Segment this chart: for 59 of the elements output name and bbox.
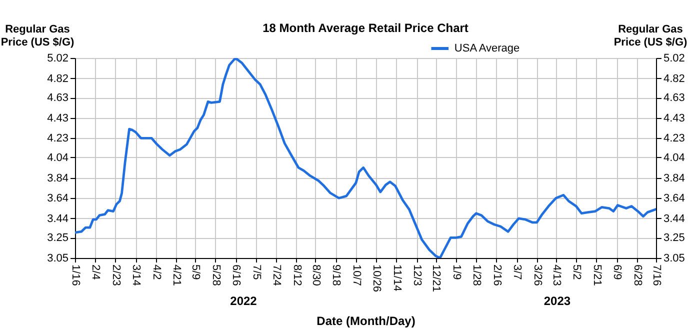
y-tick-label: 4.82 <box>47 72 68 85</box>
x-tick-label: 2/23 <box>110 264 122 286</box>
x-tick-label: 8/30 <box>310 264 322 286</box>
y-tick-label: 3.44 <box>47 212 68 225</box>
legend-label: USA Average <box>454 42 520 54</box>
x-tick-label: 9/18 <box>330 264 342 286</box>
x-tick-label: 12/3 <box>411 264 424 286</box>
x-axis-title: Date (Month/Day) <box>316 314 416 328</box>
x-tick-label: 5/28 <box>210 264 222 286</box>
x-tick-label: 6/9 <box>611 264 624 280</box>
x-tick-label: 5/2 <box>570 264 583 280</box>
y2-tick-label: 3.84 <box>664 172 685 184</box>
x-tick-label: 4/21 <box>170 264 183 286</box>
x-tick-label: 1/28 <box>470 264 483 286</box>
x-tick-label: 1/16 <box>70 264 82 286</box>
y-tick-label: 3.84 <box>47 172 68 184</box>
y2-tick-label: 4.04 <box>664 152 685 164</box>
x-tick-label: 2/4 <box>90 264 102 280</box>
x-tick-label: 6/28 <box>631 264 644 286</box>
x-tick-label: 5/9 <box>190 264 202 280</box>
x-tick-label: 11/14 <box>390 264 403 292</box>
y-axis-title: Regular Gas Price (US $/G) <box>0 24 75 48</box>
y-tick-label: 4.04 <box>47 152 68 164</box>
text: 2023 <box>544 294 571 308</box>
y-tick-label: 3.64 <box>47 192 68 205</box>
x-tick-label: 6/16 <box>230 264 242 286</box>
y2-axis-title: Regular Gas Price (US $/G) <box>614 24 688 48</box>
y-tick-label: 3.25 <box>47 232 68 244</box>
text: 2022 <box>230 294 258 308</box>
y2-tick-label: 4.23 <box>664 132 685 145</box>
y-tick-label: 4.23 <box>47 132 68 145</box>
x-tick-label: 10/26 <box>370 264 383 292</box>
x-tick-label: 3/14 <box>130 264 142 286</box>
y2-tick-label: 3.64 <box>664 192 685 205</box>
x-tick-label: 7/5 <box>250 264 262 280</box>
chart-title: 18 Month Average Retail Price Chart <box>262 21 468 35</box>
y2-tick-label: 4.82 <box>664 72 685 85</box>
y-tick-label: 3.05 <box>47 252 68 264</box>
x-tick-label: 10/7 <box>350 264 362 286</box>
y2-tick-label: 3.25 <box>664 232 685 244</box>
x-tick-label: 2/16 <box>490 264 503 286</box>
y2-tick-label: 4.43 <box>664 112 685 124</box>
x-tick-label: 7/16 <box>650 264 662 286</box>
x-tick-label: 4/13 <box>550 264 562 286</box>
x-tick-label: 12/21 <box>430 264 442 292</box>
x-tick-label: 1/9 <box>450 264 462 280</box>
y-tick-label: 4.43 <box>47 112 68 124</box>
x-tick-label: 7/24 <box>270 264 283 286</box>
x-tick-label: 5/21 <box>590 264 603 286</box>
x-tick-label: 8/12 <box>290 264 303 286</box>
y2-tick-label: 4.63 <box>664 92 685 104</box>
y2-tick-label: 5.02 <box>664 52 685 64</box>
x-tick-label: 3/7 <box>511 264 524 280</box>
y2-tick-label: 3.44 <box>664 212 685 225</box>
y-tick-label: 5.02 <box>47 52 68 64</box>
x-tick-label: 3/26 <box>531 264 544 286</box>
y2-tick-label: 3.05 <box>664 252 685 264</box>
y-tick-label: 4.63 <box>47 92 68 104</box>
x-tick-label: 4/2 <box>150 264 162 280</box>
